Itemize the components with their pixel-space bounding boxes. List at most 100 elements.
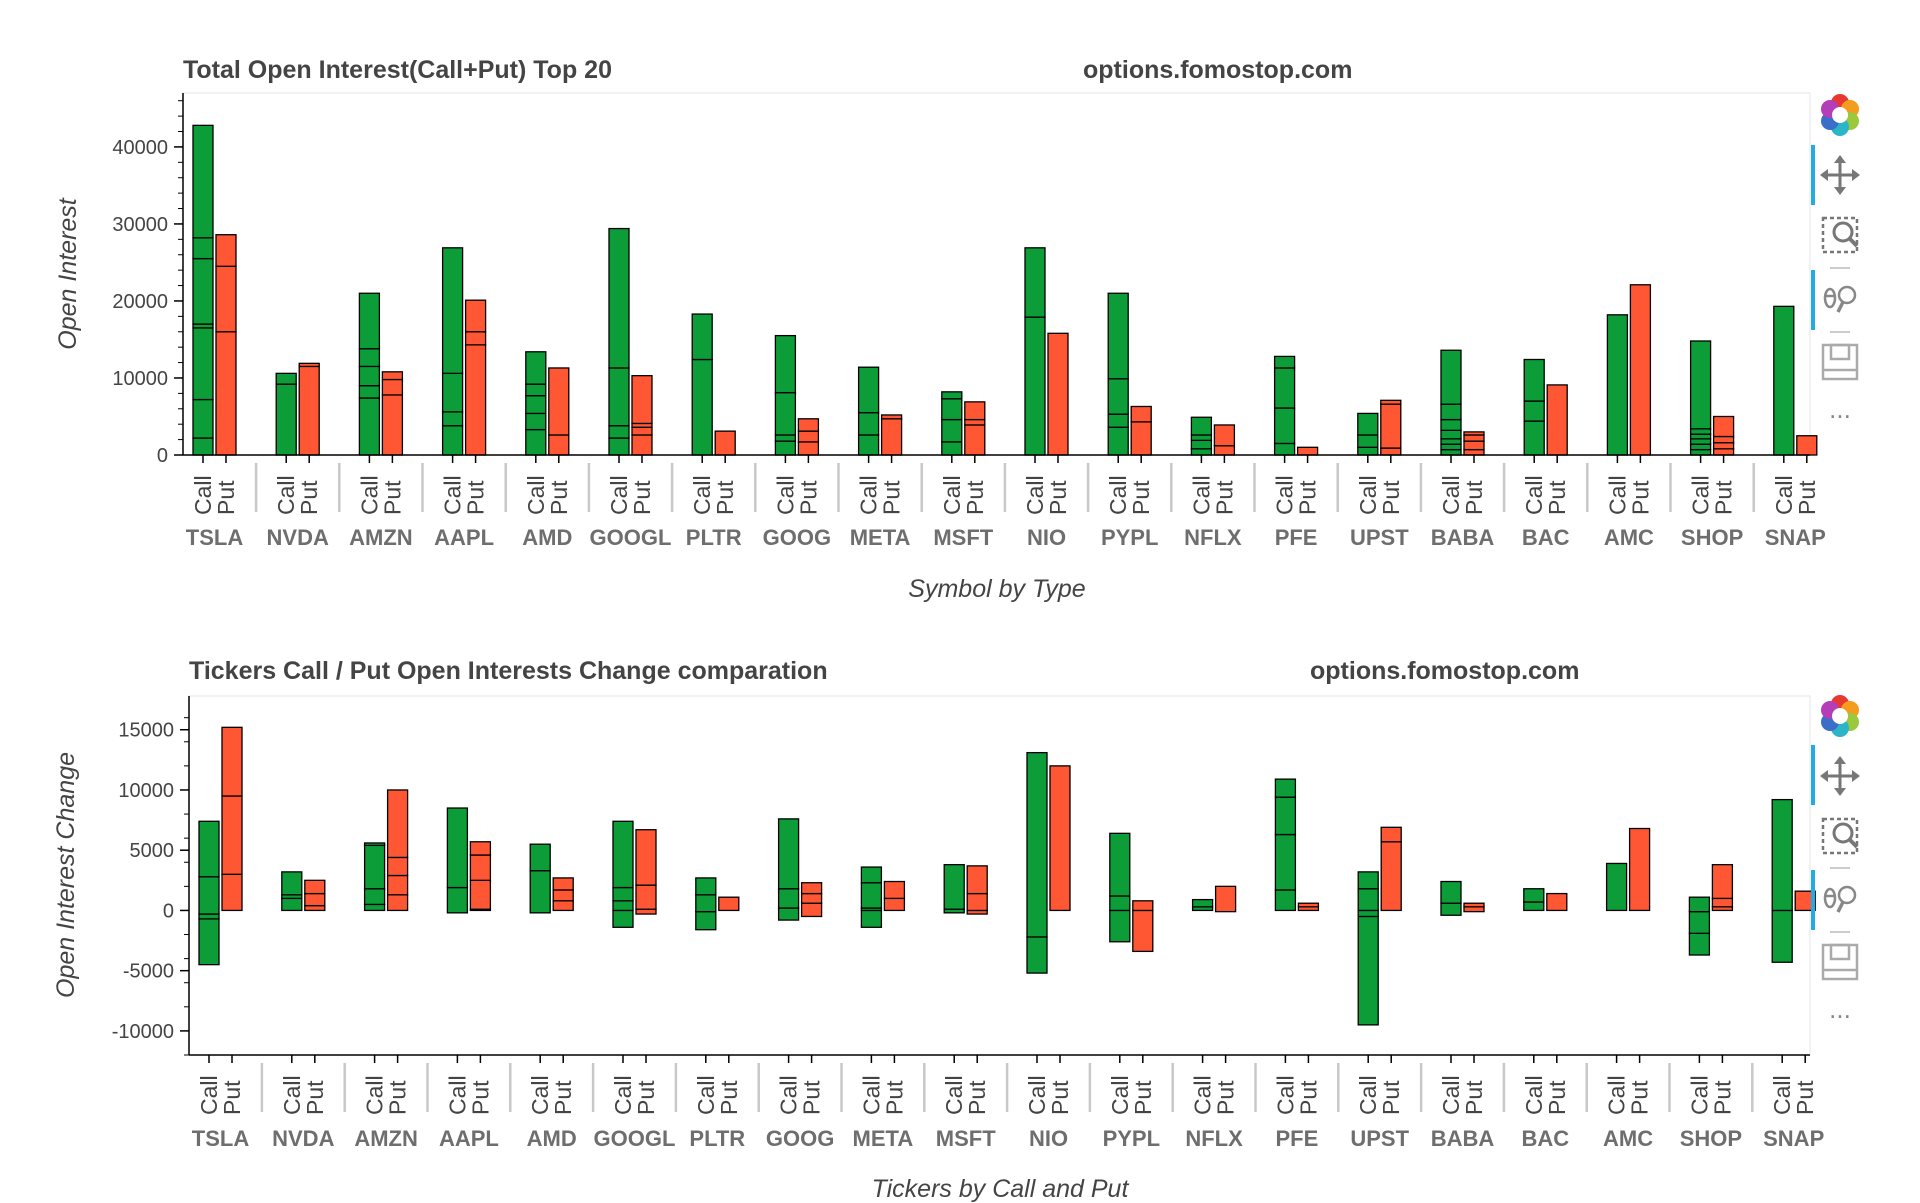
x-subcategory-label: Call [444,1075,470,1115]
bar-nio-call [1024,316,1046,456]
bar-msft-put [964,424,986,456]
bar-pfe-call [1274,796,1297,836]
bar-amzn-put [381,394,404,456]
bar-goog-put [800,882,823,895]
bar-msft-call [941,441,963,456]
x-group-label: PLTR [686,525,742,550]
bar-goog-put [797,441,820,456]
bar-nvda-put [304,879,326,895]
x-group-label: NIO [1027,525,1066,550]
bar-pypl-put [1132,909,1154,953]
bar-shop-call [1689,428,1712,435]
bar-tsla-call [198,913,220,920]
x-subcategory-label: Call [1105,475,1131,515]
x-subcategory-label: Call [523,475,549,515]
bar-amzn-call [358,292,381,350]
x-subcategory-label: Put [1461,1080,1487,1115]
pan-active-indicator [1811,745,1815,805]
bar-upst-put [1380,826,1402,843]
x-subcategory-label: Put [1213,1080,1239,1115]
y-tick-label: 15000 [118,720,174,742]
save-icon[interactable] [1821,943,1859,981]
bar-shop-call [1688,896,1711,913]
x-subcategory-label: Put [795,480,821,515]
chart-2-watermark: options.fomostop.com [1310,657,1579,685]
x-group-label: TSLA [192,1126,250,1151]
bar-pltr-call [695,910,717,931]
x-subcategory-label: Call [941,1075,967,1115]
chart-2-title: Tickers Call / Put Open Interests Change… [189,657,828,685]
x-subcategory-label: Call [610,1075,636,1115]
bokeh-logo-icon[interactable] [1821,94,1859,136]
bar-bac-call [1523,400,1545,422]
x-subcategory-label: Put [463,480,489,515]
bar-amc-call [1605,862,1628,912]
x-subcategory-label: Call [362,1075,388,1115]
bar-pfe-put [1296,446,1319,456]
bar-amd-put [548,367,570,436]
chart-1-y-label: Open Interest [54,197,82,350]
bar-pfe-call [1274,778,1297,798]
x-group-label: PYPL [1101,525,1158,550]
y-tick-label: 0 [157,445,168,467]
bar-snap-call [1773,305,1795,456]
bar-nvda-call [275,383,297,456]
box-zoom-icon[interactable] [1821,817,1859,855]
x-subcategory-label: Put [302,1080,328,1115]
x-subcategory-label: Put [1211,480,1237,515]
y-tick-label: 30000 [112,214,168,236]
bar-meta-call [857,366,880,414]
bar-tsla-call [192,327,214,401]
bar-aapl-put [464,331,487,346]
x-subcategory-label: Put [1130,1080,1156,1115]
chart-1-bars [192,124,1818,456]
x-subcategory-label: Call [1272,475,1298,515]
x-subcategory-label: Put [1709,1080,1735,1115]
pan-icon[interactable] [1820,155,1860,195]
bar-meta-put [883,880,906,900]
bar-tsla-put [215,331,237,456]
bar-tsla-put [215,265,237,333]
bar-shop-put [1711,864,1734,900]
pan-icon[interactable] [1820,756,1860,796]
wheel-zoom-active-indicator [1811,270,1815,330]
save-icon[interactable] [1821,343,1859,381]
bar-shop-put [1712,448,1735,456]
bar-amd-call [525,428,547,456]
wheel-zoom-icon[interactable] [1823,285,1857,313]
bokeh-logo-icon[interactable] [1821,695,1859,737]
x-subcategory-label: Put [1544,1080,1570,1115]
x-subcategory-label: Call [776,1075,802,1115]
bar-amd-call [529,843,551,872]
bar-aapl-put [464,299,487,333]
more-icon[interactable]: ... [1829,394,1851,424]
bar-upst-call [1357,909,1379,918]
x-subcategory-label: Call [1438,475,1464,515]
x-subcategory-label: Put [550,1080,576,1115]
bar-goog-put [800,902,823,918]
bar-baba-call [1440,418,1462,432]
x-subcategory-label: Put [962,480,988,515]
bar-shop-call [1688,932,1711,956]
bar-amzn-put [386,874,409,896]
bar-pypl-put [1130,421,1152,456]
bar-meta-call [860,909,883,928]
x-subcategory-label: Call [356,475,382,515]
bar-pltr-put [718,896,740,912]
x-subcategory-label: Call [772,475,798,515]
bar-nflx-put [1213,445,1236,456]
bar-pfe-call [1274,889,1297,912]
toolbar-1: ... [1811,94,1860,424]
wheel-zoom-icon[interactable] [1823,885,1857,913]
bar-amzn-call [363,903,386,912]
x-subcategory-label: Put [629,480,655,515]
bar-aapl-call [441,372,464,413]
more-icon[interactable]: ... [1829,994,1851,1024]
x-subcategory-label: Call [689,475,715,515]
box-zoom-icon[interactable] [1821,216,1859,254]
x-subcategory-label: Put [881,1080,907,1115]
bar-amzn-call [363,842,386,847]
bar-tsla-call [198,820,220,878]
x-subcategory-label: Call [1272,1075,1298,1115]
